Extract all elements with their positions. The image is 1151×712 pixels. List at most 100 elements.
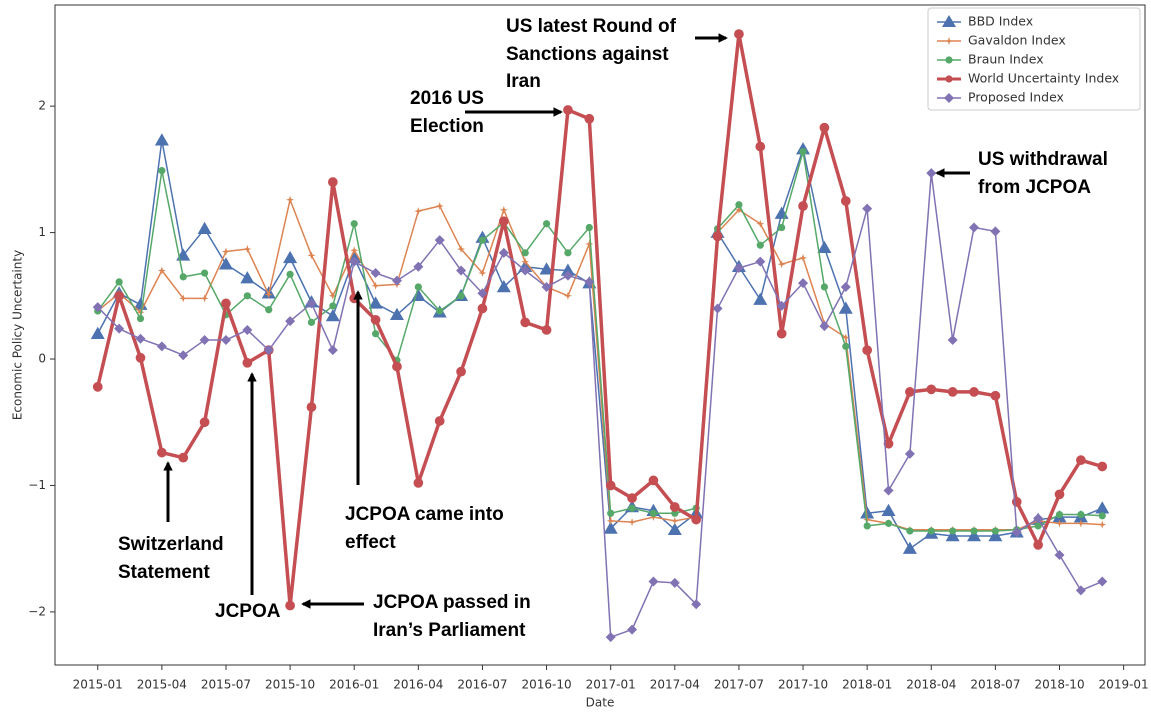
marker: [564, 249, 572, 257]
marker: [285, 316, 296, 327]
marker: [669, 577, 680, 588]
marker: [926, 384, 937, 395]
legend: BBD Index Gavaldon Index Braun Index World …: [927, 7, 1141, 111]
marker: [496, 279, 511, 293]
marker: [1011, 527, 1022, 538]
marker: [1098, 512, 1106, 520]
y-tick-label: 2: [38, 99, 46, 113]
marker: [969, 387, 979, 397]
marker: [969, 222, 980, 233]
marker: [498, 216, 509, 227]
marker: [158, 167, 166, 175]
marker: [542, 220, 551, 228]
marker: [371, 330, 380, 338]
marker: [991, 527, 999, 535]
marker: [841, 333, 850, 342]
marker: [218, 257, 233, 270]
y-tick-label: 1: [38, 225, 46, 239]
x-tick-label: 2018-01: [842, 678, 892, 692]
annotation: JCPOA: [215, 601, 281, 622]
marker: [389, 307, 404, 321]
marker: [435, 202, 444, 211]
legend-marker: [945, 37, 953, 45]
marker: [392, 361, 402, 372]
marker: [585, 239, 594, 248]
marker: [819, 122, 830, 133]
marker: [970, 527, 978, 535]
marker: [691, 514, 702, 525]
x-tick-label: 2017-01: [586, 678, 636, 692]
legend-marker: [944, 93, 954, 103]
x-tick-label: 2018-10: [1034, 678, 1084, 692]
marker: [735, 201, 743, 209]
marker: [154, 133, 169, 146]
marker: [242, 357, 253, 368]
series: [92, 168, 1108, 643]
marker: [667, 522, 682, 535]
marker: [1054, 489, 1065, 500]
marker: [1077, 510, 1085, 519]
y-tick-label: 0: [38, 352, 46, 366]
marker: [817, 240, 832, 254]
marker: [603, 521, 618, 534]
marker: [820, 283, 829, 291]
marker: [648, 576, 659, 587]
marker: [478, 236, 487, 244]
marker: [391, 275, 402, 286]
marker: [436, 307, 444, 315]
marker: [906, 527, 914, 535]
marker: [499, 205, 508, 214]
marker: [157, 266, 166, 275]
marker: [434, 235, 445, 246]
series-line: [97, 139, 1103, 550]
marker: [881, 503, 896, 516]
marker: [306, 402, 317, 412]
marker: [92, 381, 103, 392]
marker: [734, 205, 743, 214]
marker: [1075, 585, 1086, 596]
marker: [584, 113, 595, 124]
marker: [242, 324, 253, 335]
series-line: [97, 172, 1103, 638]
marker: [1055, 510, 1064, 519]
marker: [115, 278, 123, 286]
marker: [967, 529, 982, 542]
marker: [628, 518, 637, 527]
marker: [368, 296, 383, 309]
marker: [157, 447, 167, 458]
x-tick-label: 2018-04: [906, 678, 956, 692]
marker: [349, 256, 360, 267]
marker: [778, 223, 786, 232]
marker: [563, 105, 573, 115]
marker: [370, 268, 381, 279]
marker: [777, 260, 786, 269]
marker: [990, 226, 1001, 237]
marker: [327, 345, 338, 356]
marker: [1097, 461, 1108, 472]
x-tick-label: 2016-10: [521, 678, 571, 692]
marker: [243, 292, 251, 300]
annotation: 2016 US Election: [410, 88, 484, 137]
marker: [712, 231, 723, 242]
marker: [307, 251, 316, 260]
marker: [947, 387, 958, 397]
marker: [264, 290, 273, 299]
x-tick-label: 2015-07: [201, 678, 251, 692]
marker: [179, 294, 188, 303]
marker: [776, 328, 787, 339]
marker: [605, 480, 616, 491]
marker: [413, 478, 424, 488]
series-line: [96, 32, 1103, 608]
marker: [753, 292, 768, 305]
marker: [135, 333, 146, 344]
marker: [541, 281, 552, 292]
marker: [201, 269, 209, 277]
annotations: Switzerland Statement JCPOA JCPOA passed …: [118, 16, 1108, 641]
marker: [199, 335, 210, 346]
x-tick-label: 2016-07: [457, 678, 507, 692]
marker: [414, 207, 423, 216]
marker: [990, 390, 1001, 401]
marker: [840, 196, 851, 206]
marker: [243, 245, 252, 254]
